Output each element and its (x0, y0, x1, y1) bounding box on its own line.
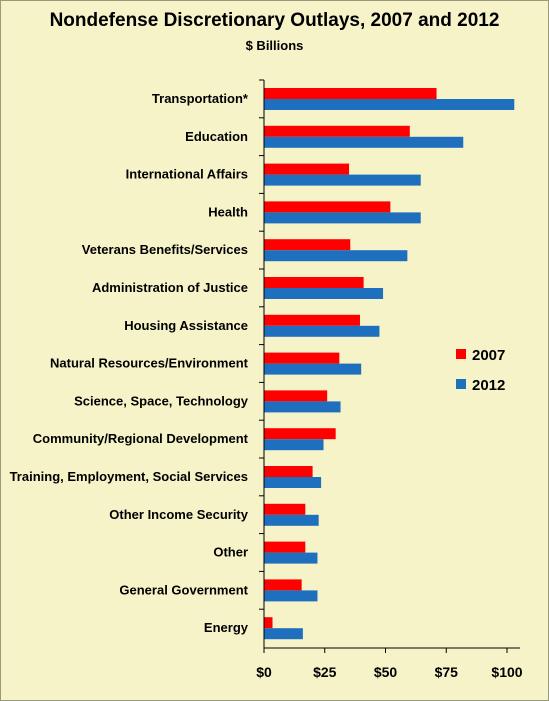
bar-2012-international-affairs (264, 174, 421, 186)
bar-2007-training-employment-social-services (264, 466, 313, 477)
bar-2012-health (264, 212, 421, 224)
bar-2007-education (264, 125, 410, 137)
bar-2007-general-government (264, 579, 302, 591)
category-label-housing-assistance: Housing Assistance (124, 318, 248, 333)
bar-2012-administration-of-justice (264, 288, 384, 299)
bar-2012-natural-resources-environment (264, 363, 362, 375)
bar-2012-energy (264, 628, 303, 640)
bar-2007-other-income-security (264, 503, 306, 515)
category-label-veterans-benefits-services: Veterans Benefits/Services (82, 242, 248, 257)
bar-2007-science-space-technology (264, 390, 328, 402)
chart-subtitle: $ Billions (245, 38, 304, 53)
bar-2007-energy (264, 617, 273, 629)
bar-2012-veterans-benefits-services (264, 250, 408, 262)
category-label-science-space-technology: Science, Space, Technology (74, 393, 249, 408)
category-label-transportation: Transportation* (152, 91, 249, 106)
category-label-energy: Energy (204, 620, 249, 635)
bar-2012-community-regional-development (264, 439, 324, 451)
category-label-community-regional-development: Community/Regional Development (33, 431, 249, 446)
category-label-other-income-security: Other Income Security (109, 507, 248, 522)
legend-label-2012: 2012 (472, 377, 505, 394)
legend-label-2007: 2007 (472, 347, 505, 364)
category-label-international-affairs: International Affairs (126, 167, 248, 182)
legend-swatch-2012 (456, 379, 466, 389)
bar-2012-science-space-technology (264, 401, 341, 413)
x-tick-label: $100 (491, 664, 522, 680)
bar-2007-housing-assistance (264, 314, 360, 326)
legend: 2007 2012 (456, 347, 505, 394)
bar-2007-other (264, 541, 306, 553)
category-label-administration-of-justice: Administration of Justice (92, 280, 248, 295)
chart-title: Nondefense Discretionary Outlays, 2007 a… (49, 10, 500, 31)
category-label-training-employment-social-services: Training, Employment, Social Services (10, 469, 248, 484)
bar-2012-education (264, 136, 464, 148)
bar-2007-natural-resources-environment (264, 352, 340, 364)
bar-2012-transportation (264, 99, 515, 110)
x-tick-label: $50 (374, 664, 398, 680)
category-label-health: Health (208, 204, 248, 219)
bar-2007-community-regional-development (264, 428, 336, 440)
bar-2012-other-income-security (264, 514, 319, 526)
bar-2012-housing-assistance (264, 325, 380, 337)
bar-2007-veterans-benefits-services (264, 239, 351, 251)
bar-2007-administration-of-justice (264, 277, 364, 288)
bar-2012-other (264, 552, 318, 564)
plot-area: Transportation* Education International Af… (10, 79, 523, 680)
category-label-general-government: General Government (119, 582, 248, 597)
category-label-other: Other (213, 545, 248, 560)
x-tick-label: $25 (313, 664, 337, 680)
bar-2007-transportation (264, 88, 437, 99)
bar-2012-general-government (264, 590, 318, 602)
bar-2012-training-employment-social-services (264, 477, 322, 488)
category-label-natural-resources-environment: Natural Resources/Environment (50, 356, 249, 371)
bar-2007-health (264, 201, 391, 213)
x-tick-label: $0 (256, 664, 272, 680)
legend-swatch-2007 (456, 349, 466, 359)
category-label-education: Education (185, 129, 248, 144)
bar-2007-international-affairs (264, 163, 350, 175)
x-tick-label: $75 (435, 664, 459, 680)
